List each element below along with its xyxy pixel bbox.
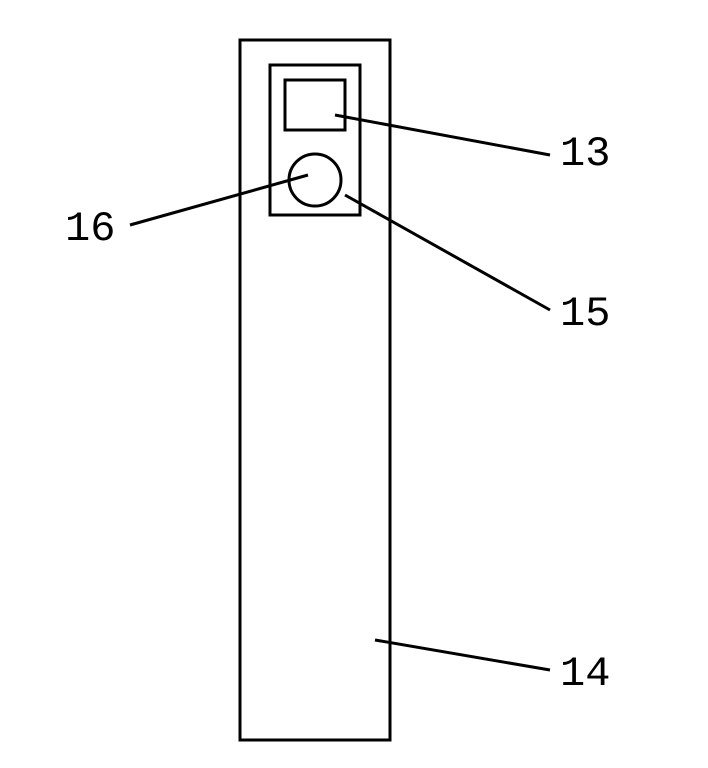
leader-line-14 — [375, 640, 550, 670]
small-rectangle — [285, 80, 345, 130]
leader-line-13 — [335, 115, 550, 155]
leader-line-16 — [130, 175, 308, 225]
circle-shape — [289, 154, 341, 206]
callout-label-13: 13 — [560, 130, 610, 178]
callout-label-16: 16 — [65, 205, 115, 253]
main-rectangle — [240, 40, 390, 740]
leader-line-15 — [345, 195, 550, 310]
callout-label-14: 14 — [560, 650, 610, 698]
callout-label-15: 15 — [560, 290, 610, 338]
diagram-canvas: 13 16 15 14 — [0, 0, 708, 768]
